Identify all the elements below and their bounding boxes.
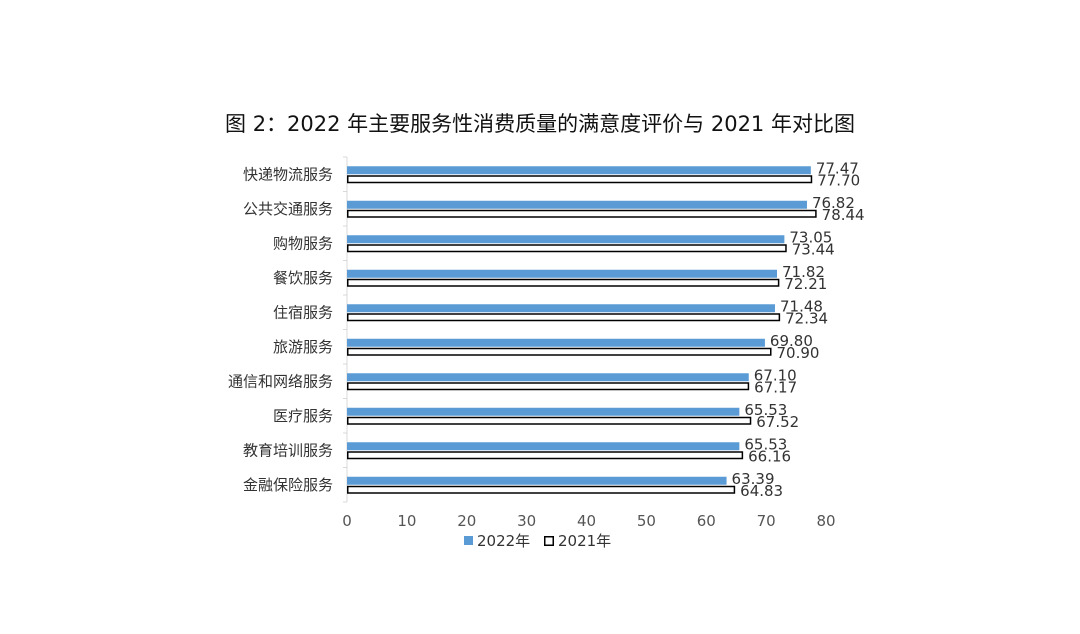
data-label-2022: 71.48: [780, 297, 823, 315]
bar-2022: [347, 200, 807, 209]
data-label-2022: 77.47: [816, 159, 859, 177]
category-label: 公共交通服务: [243, 200, 333, 218]
bar-2021: [347, 278, 780, 287]
data-label-2021: 77.70: [817, 171, 860, 189]
data-label-2021: 72.21: [784, 275, 827, 293]
category-label: 住宿服务: [273, 303, 333, 321]
x-tick-label: 70: [757, 512, 776, 530]
bar-2022: [347, 269, 778, 278]
data-label-2021: 67.17: [754, 378, 797, 396]
category-label: 餐饮服务: [273, 269, 333, 287]
bar-2022: [347, 442, 740, 451]
bar-2021: [347, 244, 787, 253]
bar-2021: [347, 313, 781, 322]
bar-2022: [347, 407, 740, 416]
x-tick-labels: 0 10 20 30 40 50 60 70 80: [342, 512, 835, 530]
data-label-2021: 73.44: [792, 240, 835, 258]
category-label: 旅游服务: [273, 338, 333, 356]
bar-2022: [347, 166, 811, 175]
data-label-2022: 65.53: [744, 435, 787, 453]
bar-2021: [347, 485, 736, 494]
axes: [343, 156, 348, 503]
data-label-2022: 67.10: [754, 366, 797, 384]
data-label-2022: 63.39: [732, 470, 775, 488]
legend-label-2022: 2022年: [477, 532, 530, 550]
data-label-2022: 69.80: [770, 332, 813, 350]
x-tick-label: 40: [577, 512, 596, 530]
legend-swatch-2022: [464, 536, 473, 545]
data-label-2021: 72.34: [785, 309, 828, 327]
data-label-2021: 64.83: [740, 482, 783, 500]
category-label: 通信和网络服务: [228, 372, 333, 390]
category-label: 医疗服务: [273, 407, 333, 425]
bar-2022: [347, 235, 785, 244]
category-label: 购物服务: [273, 234, 333, 252]
bar-2021: [347, 175, 813, 184]
bar-2021: [347, 209, 817, 218]
chart-title: 图 2：2022 年主要服务性消费质量的满意度评价与 2021 年对比图: [225, 112, 855, 136]
x-tick-label: 0: [342, 512, 352, 530]
bar-2022: [347, 304, 775, 313]
bar-2022: [347, 476, 727, 485]
bar-2021: [347, 347, 772, 356]
data-label-2022: 71.82: [782, 263, 825, 281]
x-tick-label: 60: [697, 512, 716, 530]
data-label-2022: 76.82: [812, 194, 855, 212]
bar-2021: [347, 382, 750, 391]
category-label: 金融保险服务: [243, 476, 333, 494]
x-tick-label: 10: [397, 512, 416, 530]
category-label: 快递物流服务: [243, 165, 333, 183]
data-label-2021: 78.44: [822, 206, 865, 224]
data-label-2022: 73.05: [789, 228, 832, 246]
bar-2021: [347, 451, 744, 460]
bars: [347, 166, 817, 494]
x-tick-label: 30: [517, 512, 536, 530]
category-labels: 快递物流服务公共交通服务购物服务餐饮服务住宿服务旅游服务通信和网络服务医疗服务教…: [228, 165, 333, 494]
category-label: 教育培训服务: [243, 441, 333, 459]
data-label-2021: 67.52: [756, 413, 799, 431]
legend-swatch-2021: [544, 536, 554, 546]
data-label-2022: 65.53: [744, 401, 787, 419]
bar-2022: [347, 373, 749, 382]
legend-label-2021: 2021年: [558, 532, 611, 550]
x-tick-label: 50: [637, 512, 656, 530]
bar-2021: [347, 416, 752, 425]
data-label-2021: 66.16: [748, 447, 791, 465]
x-tick-label: 20: [457, 512, 476, 530]
bar-2022: [347, 338, 765, 347]
legend: 2022年 2021年: [464, 532, 611, 550]
x-tick-label: 80: [816, 512, 835, 530]
data-label-2021: 70.90: [777, 344, 820, 362]
